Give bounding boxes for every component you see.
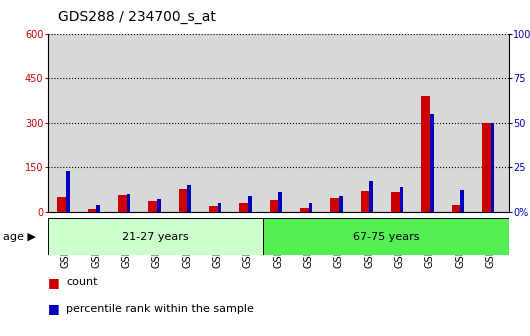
Bar [400, 187, 403, 212]
Bar [330, 198, 339, 212]
Bar [209, 206, 218, 212]
Bar [339, 196, 342, 212]
Bar [491, 123, 494, 212]
Bar [179, 190, 187, 212]
Bar [88, 209, 96, 212]
Bar [452, 205, 460, 212]
Text: age ▶: age ▶ [3, 232, 36, 242]
Bar [482, 123, 491, 212]
Bar [148, 201, 157, 212]
Bar [66, 171, 69, 212]
Bar [48, 218, 263, 255]
Bar [300, 208, 308, 212]
Bar [57, 197, 66, 212]
Bar [421, 96, 430, 212]
Bar [430, 114, 434, 212]
Text: count: count [66, 278, 98, 287]
Text: ■: ■ [48, 302, 59, 316]
Bar [460, 190, 464, 212]
Bar [270, 200, 278, 212]
Bar [263, 218, 509, 255]
Bar [157, 199, 161, 212]
Bar [308, 203, 312, 212]
Text: GDS288 / 234700_s_at: GDS288 / 234700_s_at [58, 9, 216, 24]
Bar [248, 196, 252, 212]
Text: ■: ■ [48, 276, 59, 289]
Bar [391, 193, 400, 212]
Bar [218, 203, 221, 212]
Bar [240, 203, 248, 212]
Text: percentile rank within the sample: percentile rank within the sample [66, 304, 254, 314]
Text: 67-75 years: 67-75 years [352, 232, 419, 242]
Bar [187, 185, 191, 212]
Bar [369, 181, 373, 212]
Bar [96, 205, 100, 212]
Bar [118, 195, 127, 212]
Bar [127, 194, 130, 212]
Bar [278, 192, 282, 212]
Bar [361, 191, 369, 212]
Text: 21-27 years: 21-27 years [122, 232, 189, 242]
